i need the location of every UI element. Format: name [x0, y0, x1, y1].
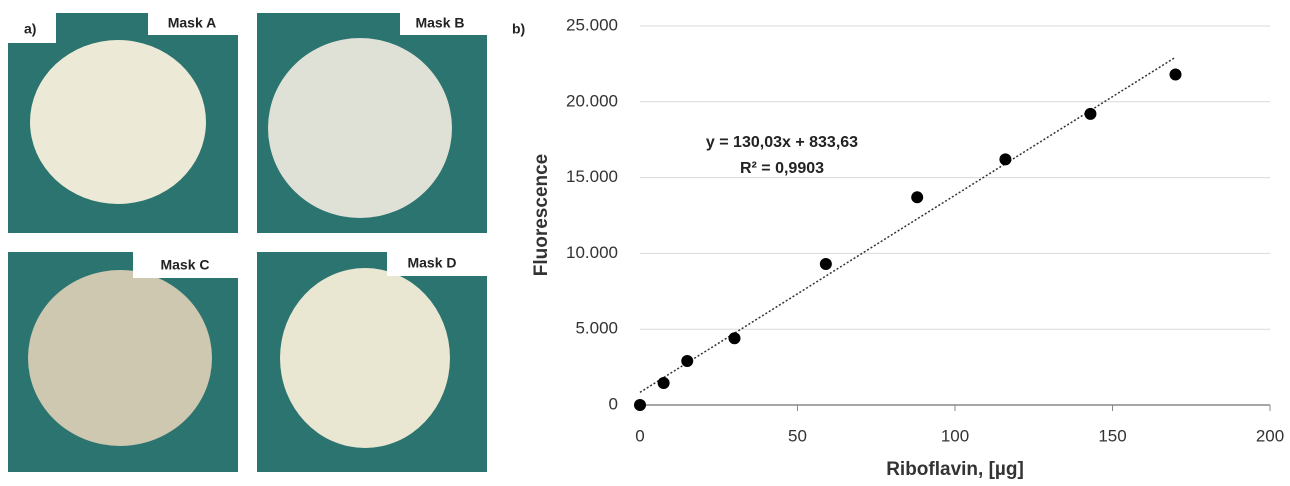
y-tick-label: 20.000 — [566, 91, 618, 110]
trendline — [639, 56, 1176, 393]
data-point — [634, 399, 646, 411]
panel-label: b) — [512, 21, 525, 37]
label-box — [387, 252, 487, 276]
y-tick-label: 15.000 — [566, 167, 618, 186]
trendline-r2: R² = 0,9903 — [740, 160, 824, 177]
y-tick-label: 0 — [609, 394, 618, 413]
photo-panel: a) Mask A Mask B Mask C Mask D — [8, 13, 487, 472]
mask-photo — [30, 40, 206, 204]
x-axis-title: Riboflavin, [µg] — [886, 459, 1024, 480]
data-point — [657, 377, 670, 390]
mask-label: Mask C — [160, 257, 209, 273]
x-tick-label: 100 — [941, 426, 969, 445]
y-tick-label: 10.000 — [566, 243, 618, 262]
data-point — [911, 191, 924, 204]
y-tick-label: 25.000 — [566, 15, 618, 34]
label-box — [8, 13, 56, 43]
x-tick-label: 0 — [635, 426, 644, 445]
trendline-equation: y = 130,03x + 833,63 — [706, 134, 858, 151]
data-point — [1169, 68, 1182, 81]
data-point — [999, 153, 1012, 166]
mask-label: Mask D — [407, 255, 456, 271]
y-axis-title: Fluorescence — [531, 154, 552, 277]
label-box — [133, 252, 238, 278]
data-point — [1084, 107, 1097, 120]
y-tick-label: 5.000 — [575, 319, 618, 338]
mask-label: Mask B — [415, 15, 464, 31]
data-point — [819, 258, 832, 271]
label-box — [400, 13, 487, 35]
x-tick-label: 200 — [1256, 426, 1284, 445]
mask-photo — [28, 270, 212, 446]
mask-photo — [280, 268, 450, 448]
x-tick-label: 50 — [788, 426, 807, 445]
data-point — [728, 332, 741, 345]
data-point — [681, 355, 694, 368]
mask-photo — [268, 38, 452, 218]
mask-label: Mask A — [168, 15, 217, 31]
label-box — [148, 13, 238, 35]
x-tick-label: 150 — [1098, 426, 1126, 445]
panel-label: a) — [24, 21, 36, 37]
